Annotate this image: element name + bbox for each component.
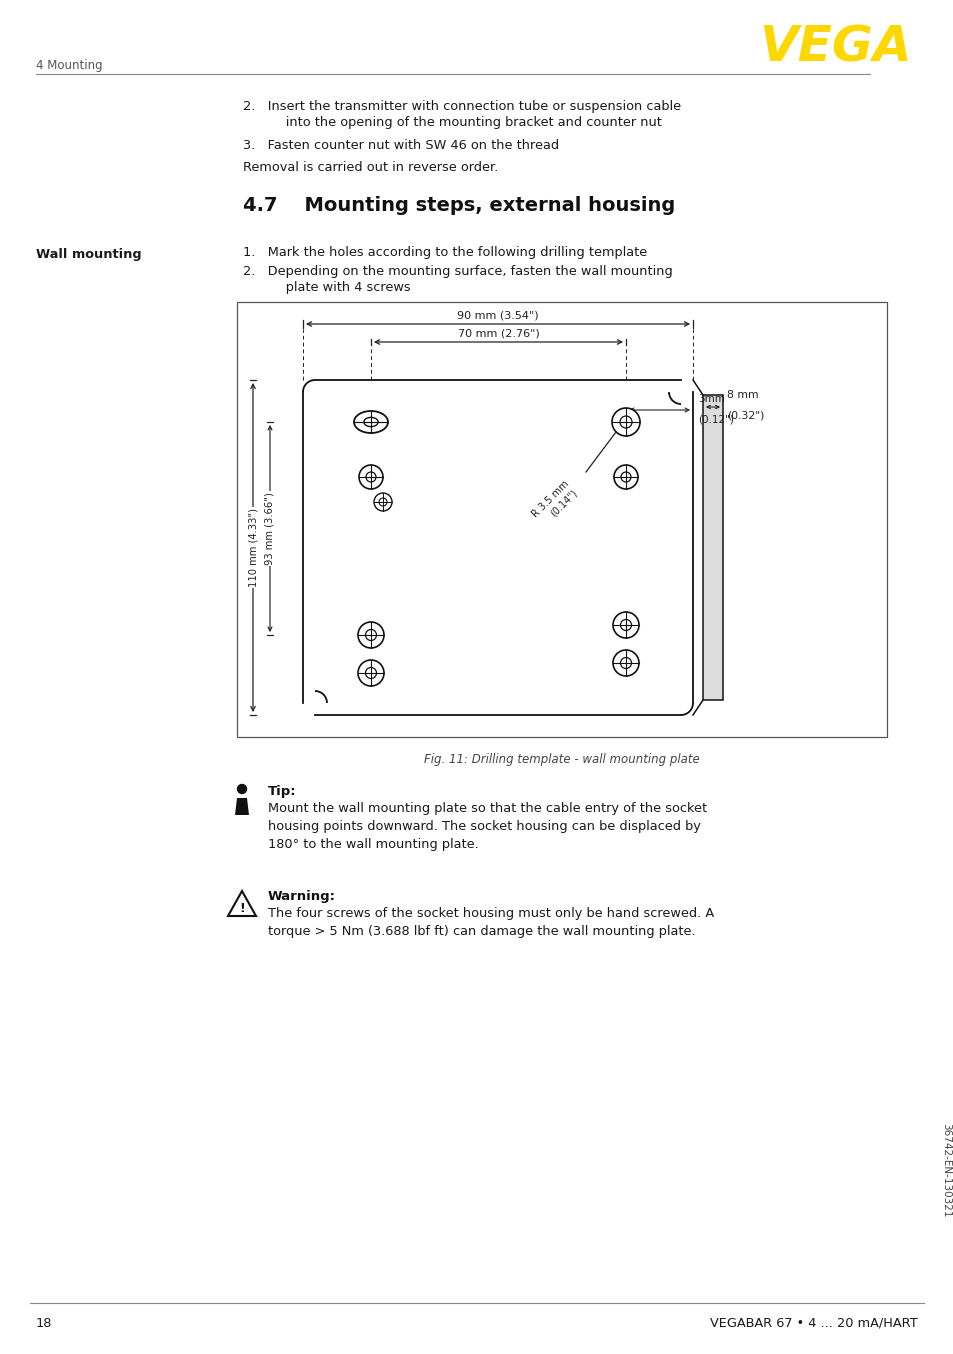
Text: 4 Mounting: 4 Mounting bbox=[36, 58, 103, 72]
Ellipse shape bbox=[354, 412, 388, 433]
Text: !: ! bbox=[239, 903, 245, 915]
Circle shape bbox=[357, 659, 384, 686]
Text: Mount the wall mounting plate so that the cable entry of the socket
housing poin: Mount the wall mounting plate so that th… bbox=[268, 802, 706, 852]
Polygon shape bbox=[228, 891, 255, 917]
Text: 8 mm: 8 mm bbox=[726, 390, 758, 399]
Circle shape bbox=[620, 473, 630, 482]
Text: 90 mm (3.54"): 90 mm (3.54") bbox=[456, 310, 538, 320]
Bar bbox=[314, 380, 680, 715]
Circle shape bbox=[378, 498, 387, 506]
Circle shape bbox=[357, 621, 384, 649]
Circle shape bbox=[619, 416, 631, 428]
Circle shape bbox=[365, 630, 376, 640]
Bar bbox=[702, 395, 722, 700]
Text: 3.   Fasten counter nut with SW 46 on the thread: 3. Fasten counter nut with SW 46 on the … bbox=[243, 139, 558, 152]
Circle shape bbox=[237, 784, 246, 793]
Text: 18: 18 bbox=[36, 1317, 52, 1330]
Text: 36742-EN-130321: 36742-EN-130321 bbox=[940, 1122, 950, 1217]
Text: The four screws of the socket housing must only be hand screwed. A
torque > 5 Nm: The four screws of the socket housing mu… bbox=[268, 907, 714, 938]
Circle shape bbox=[613, 650, 639, 676]
Bar bbox=[303, 393, 692, 703]
Bar bbox=[236, 302, 886, 737]
Text: plate with 4 screws: plate with 4 screws bbox=[261, 282, 410, 294]
Circle shape bbox=[614, 464, 638, 489]
Text: Wall mounting: Wall mounting bbox=[36, 248, 141, 261]
Circle shape bbox=[613, 612, 639, 638]
Circle shape bbox=[365, 668, 376, 678]
Text: 2.   Insert the transmitter with connection tube or suspension cable: 2. Insert the transmitter with connectio… bbox=[243, 100, 680, 112]
Circle shape bbox=[358, 464, 382, 489]
Ellipse shape bbox=[363, 417, 377, 427]
Text: 93 mm (3.66"): 93 mm (3.66") bbox=[265, 492, 274, 565]
Text: Warning:: Warning: bbox=[268, 890, 335, 903]
Text: 110 mm (4.33"): 110 mm (4.33") bbox=[248, 508, 257, 588]
Circle shape bbox=[619, 658, 631, 669]
Polygon shape bbox=[234, 798, 249, 815]
Circle shape bbox=[619, 620, 631, 631]
Text: 70 mm (2.76"): 70 mm (2.76") bbox=[457, 328, 538, 338]
Text: 2.   Depending on the mounting surface, fasten the wall mounting: 2. Depending on the mounting surface, fa… bbox=[243, 265, 672, 278]
Text: into the opening of the mounting bracket and counter nut: into the opening of the mounting bracket… bbox=[261, 116, 661, 129]
Text: Removal is carried out in reverse order.: Removal is carried out in reverse order. bbox=[243, 161, 497, 175]
Text: (0.32"): (0.32") bbox=[726, 412, 763, 421]
Text: 3mm: 3mm bbox=[698, 394, 724, 403]
Text: R 3.5 mm
(0.14"): R 3.5 mm (0.14") bbox=[530, 479, 578, 528]
Text: VEGABAR 67 • 4 ... 20 mA/HART: VEGABAR 67 • 4 ... 20 mA/HART bbox=[709, 1317, 917, 1330]
Text: VEGA: VEGA bbox=[759, 24, 911, 72]
Circle shape bbox=[366, 473, 375, 482]
Text: Tip:: Tip: bbox=[268, 785, 296, 798]
Circle shape bbox=[612, 408, 639, 436]
Text: 1.   Mark the holes according to the following drilling template: 1. Mark the holes according to the follo… bbox=[243, 246, 646, 259]
Text: Fig. 11: Drilling template - wall mounting plate: Fig. 11: Drilling template - wall mounti… bbox=[424, 753, 700, 766]
Text: (0.12"): (0.12") bbox=[698, 414, 733, 424]
Circle shape bbox=[374, 493, 392, 510]
Text: 4.7    Mounting steps, external housing: 4.7 Mounting steps, external housing bbox=[243, 196, 675, 215]
